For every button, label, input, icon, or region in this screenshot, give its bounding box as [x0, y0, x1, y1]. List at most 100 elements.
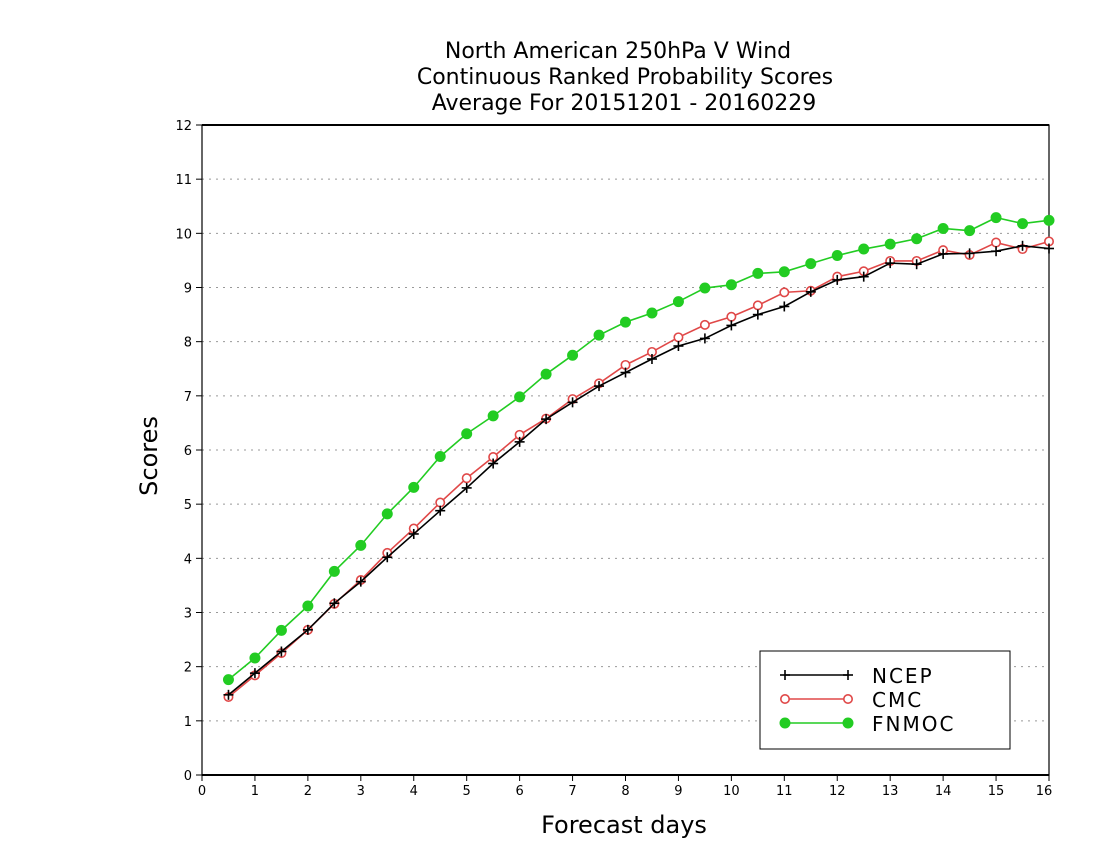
x-tick-label: 3 [357, 784, 365, 799]
data-point-fnmoc [884, 238, 896, 250]
y-tick-label: 12 [175, 119, 192, 134]
y-tick-label: 9 [184, 282, 192, 297]
data-point-cmc [726, 311, 737, 322]
data-point-fnmoc [725, 279, 737, 291]
y-tick-label: 3 [184, 607, 192, 622]
data-point-ncep [355, 576, 366, 587]
data-point-fnmoc [805, 258, 817, 270]
legend-label-fnmoc: FNMOC [872, 712, 955, 736]
x-tick-label: 4 [410, 784, 418, 799]
data-point-fnmoc [514, 391, 526, 403]
data-point-fnmoc [937, 222, 949, 234]
legend-item-fnmoc: FNMOC [779, 712, 955, 736]
y-tick-label: 8 [184, 336, 192, 351]
x-tick-label: 8 [621, 784, 629, 799]
data-point-fnmoc [752, 267, 764, 279]
legend-marker-fnmoc [779, 717, 791, 729]
data-point-fnmoc [1043, 214, 1055, 226]
legend-label-cmc: CMC [872, 688, 923, 712]
data-point-fnmoc [699, 282, 711, 294]
y-tick-label: 11 [175, 173, 192, 188]
data-point-ncep [620, 367, 631, 378]
legend-marker-ncep [843, 670, 853, 680]
x-tick-label: 5 [463, 784, 471, 799]
data-point-ncep [249, 668, 260, 679]
x-tick-label: 1 [251, 784, 259, 799]
x-tick-label: 0 [198, 784, 206, 799]
data-point-ncep [461, 482, 472, 493]
data-point-fnmoc [222, 674, 234, 686]
y-tick-label: 0 [184, 769, 192, 784]
data-point-fnmoc [990, 212, 1002, 224]
data-point-fnmoc [646, 307, 658, 319]
data-point-ncep [805, 286, 816, 297]
x-tick-label: 11 [776, 784, 793, 799]
plot-series [222, 212, 1055, 702]
x-tick-label: 16 [1036, 784, 1053, 799]
data-point-ncep [938, 248, 949, 259]
chart-title: North American 250hPa V Wind Continuous … [417, 39, 833, 116]
data-point-cmc [461, 473, 472, 484]
x-axis-label: Forecast days [541, 811, 707, 839]
data-point-fnmoc [778, 266, 790, 278]
data-point-cmc [752, 300, 763, 311]
data-point-cmc [779, 287, 790, 298]
data-point-ncep [726, 320, 737, 331]
data-point-ncep [673, 341, 684, 351]
x-tick-label: 9 [674, 784, 682, 799]
y-tick-label: 10 [175, 227, 192, 242]
legend-marker-cmc [842, 693, 853, 704]
series-line-ncep [227, 244, 1050, 696]
data-point-ncep [779, 301, 790, 312]
data-point-fnmoc [249, 652, 261, 664]
data-point-fnmoc [964, 225, 976, 237]
y-tick-label: 6 [184, 444, 192, 459]
x-tick-label: 7 [568, 784, 576, 799]
legend-marker-ncep [780, 670, 790, 680]
data-point-ncep [594, 381, 605, 392]
data-point-cmc [435, 497, 446, 508]
data-point-fnmoc [540, 368, 552, 380]
data-point-ncep [832, 274, 843, 285]
legend-box [759, 650, 1011, 750]
data-point-ncep [435, 505, 446, 516]
legend-marker-fnmoc [842, 717, 854, 729]
data-point-ncep [276, 646, 287, 657]
y-axis-label: Scores [135, 416, 163, 496]
data-point-ncep [302, 624, 313, 635]
data-point-ncep [646, 354, 657, 364]
series-cmc [223, 236, 1055, 702]
data-point-ncep [752, 309, 763, 320]
data-point-cmc [699, 319, 710, 330]
y-tick-label: 2 [184, 661, 192, 676]
series-line-cmc [227, 240, 1050, 698]
data-point-fnmoc [567, 349, 579, 361]
data-point-ncep [408, 528, 419, 539]
data-point-ncep [1044, 243, 1054, 254]
data-point-ncep [858, 271, 869, 282]
data-point-ncep [991, 246, 1002, 257]
data-point-ncep [514, 436, 525, 447]
data-point-ncep [541, 414, 552, 425]
data-point-ncep [567, 397, 578, 408]
x-tick-label: 13 [882, 784, 899, 799]
data-point-cmc [991, 237, 1002, 248]
chart-title-line-2: Continuous Ranked Probability Scores [417, 65, 833, 90]
x-tick-label: 6 [515, 784, 523, 799]
series-ncep [223, 240, 1054, 700]
data-point-fnmoc [831, 250, 843, 262]
data-point-fnmoc [593, 329, 605, 341]
data-point-ncep [699, 333, 710, 344]
data-point-ncep [382, 552, 393, 563]
y-tick-label: 7 [184, 390, 192, 405]
legend-item-cmc: CMC [779, 688, 923, 712]
data-point-ncep [223, 689, 234, 700]
data-point-fnmoc [328, 565, 340, 577]
data-point-ncep [885, 258, 896, 269]
data-point-fnmoc [461, 428, 473, 440]
data-point-fnmoc [381, 508, 393, 520]
y-tick-label: 4 [184, 552, 192, 567]
